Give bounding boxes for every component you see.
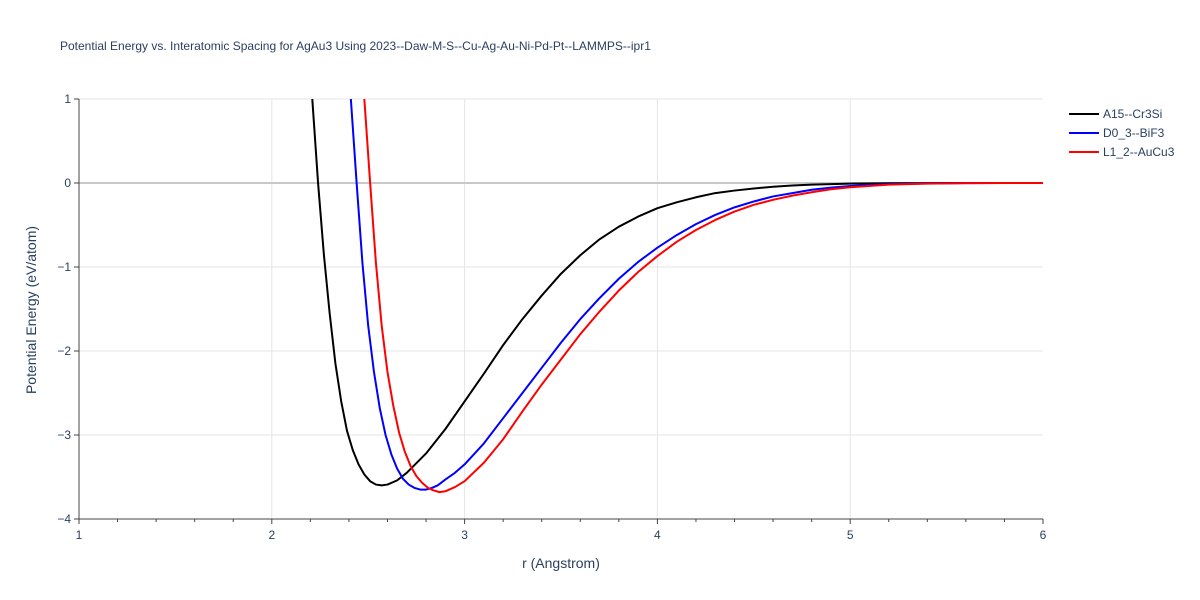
x-tick-label: 2: [268, 528, 275, 542]
x-tick-label: 5: [847, 528, 854, 542]
series-line-3: [363, 99, 1043, 494]
y-tick-label: 1: [64, 92, 71, 106]
y-tick-label: −2: [57, 344, 71, 358]
y-axis-label: Potential Energy (eV/atom): [23, 226, 39, 394]
x-axis-label: r (Angstrom): [522, 555, 600, 571]
y-tick-label: 0: [64, 176, 71, 190]
y-tick-label: −3: [57, 428, 71, 442]
x-tick-label: 3: [461, 528, 468, 542]
plot-area: [311, 99, 1043, 494]
series-line-2: [349, 99, 1043, 491]
gridlines: [79, 98, 1043, 519]
y-tick-label: −1: [57, 260, 71, 274]
x-tick-label: 1: [76, 528, 83, 542]
legend-label: D0_3--BiF3: [1103, 126, 1165, 140]
x-tick-label: 6: [1040, 528, 1047, 542]
legend: A15--Cr3Si D0_3--BiF3 L1_2--AuCu3: [1069, 107, 1175, 159]
legend-label: A15--Cr3Si: [1103, 107, 1162, 121]
axes: 1 2 3 4 5 6 1 0 −1 −2 −3 −4: [57, 92, 1046, 542]
legend-label: L1_2--AuCu3: [1103, 145, 1175, 159]
chart-title: Potential Energy vs. Interatomic Spacing…: [60, 39, 651, 53]
y-tick-label: −4: [57, 512, 71, 526]
series-line-1: [311, 99, 1043, 487]
x-tick-label: 4: [654, 528, 661, 542]
